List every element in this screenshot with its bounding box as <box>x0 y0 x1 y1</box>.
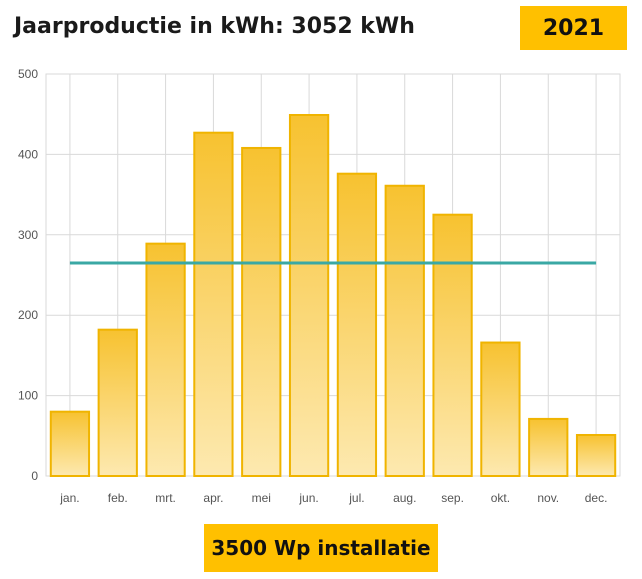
bar-feb[interactable] <box>97 328 138 477</box>
x-tick-label: mei <box>252 491 271 505</box>
x-tick-label: nov. <box>537 491 559 505</box>
x-tick-label: aug. <box>393 491 416 505</box>
x-tick-label: mrt. <box>155 491 176 505</box>
x-tick-label: okt. <box>491 491 510 505</box>
bar-mei[interactable] <box>241 146 282 478</box>
bar-okt[interactable] <box>480 341 521 478</box>
x-tick-label: jul. <box>348 491 364 505</box>
y-tick-label: 100 <box>18 389 38 403</box>
bar-apr[interactable] <box>193 131 234 478</box>
chart-title: Jaarproductie in kWh: 3052 kWh <box>14 14 415 39</box>
y-tick-label: 200 <box>18 308 38 322</box>
bar-mrt[interactable] <box>145 242 186 477</box>
x-tick-label: jan. <box>59 491 79 505</box>
x-tick-label: dec. <box>585 491 608 505</box>
bar-nov[interactable] <box>528 417 569 477</box>
x-tick-label: sep. <box>441 491 464 505</box>
bar-jul[interactable] <box>336 172 378 477</box>
bar-jun[interactable] <box>288 114 330 477</box>
y-tick-label: 500 <box>18 67 38 81</box>
y-tick-label: 400 <box>18 147 38 161</box>
y-tick-label: 0 <box>31 469 38 483</box>
production-bar-chart: 0 100 200 300 400 500 jan. feb. mrt. apr. mei jun.… <box>18 67 621 505</box>
bar-dec[interactable] <box>575 433 617 478</box>
y-tick-label: 300 <box>18 228 38 242</box>
installation-badge: 3500 Wp installatie <box>204 524 438 572</box>
year-badge: 2021 <box>520 6 627 50</box>
x-tick-label: apr. <box>203 491 223 505</box>
bar-sep[interactable] <box>432 213 473 477</box>
bar-aug[interactable] <box>384 184 425 477</box>
x-tick-label: jun. <box>298 491 318 505</box>
x-tick-label: feb. <box>108 491 128 505</box>
bar-jan[interactable] <box>49 410 91 477</box>
